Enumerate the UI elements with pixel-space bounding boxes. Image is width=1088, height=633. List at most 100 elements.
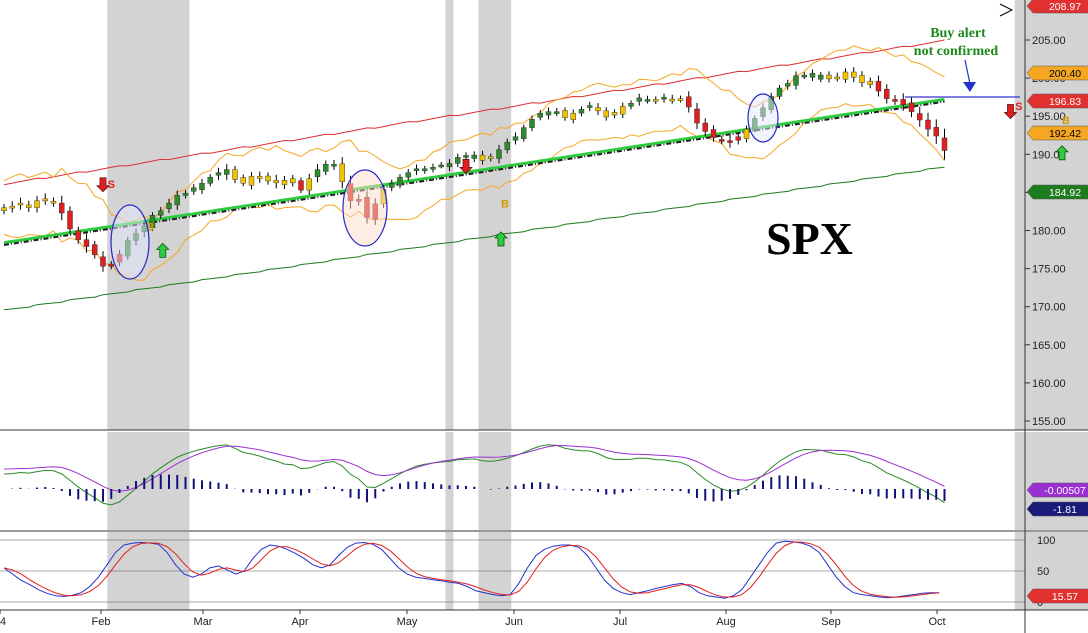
candle-body [628,103,634,107]
candle-body [908,102,915,112]
down-arrow-icon [963,82,976,92]
candle-body [488,156,494,159]
candle-body [809,72,816,78]
candle-body [900,99,906,105]
candle-body [281,180,288,185]
candle-body [430,167,436,170]
value-tag: -1.81 [1026,501,1088,517]
candle-body [661,96,667,100]
value-tag-label: 15.57 [1052,591,1078,603]
value-tag: 208.97 [1026,0,1088,14]
candle-body [587,105,593,108]
candle-body [1,207,7,211]
value-tag: 200.40 [1026,65,1088,81]
candle-body [389,183,395,188]
candle-body [182,192,189,196]
candle-body [290,178,296,184]
candle-body [323,164,329,172]
y-tick-label: 170.00 [1032,302,1066,314]
candle-body [26,204,32,208]
candle-body [801,74,807,78]
y-tick-label: 180.00 [1032,226,1066,238]
candle-body [248,176,255,186]
lower-envelope-line [3,166,945,311]
buy-signal-letter: B [501,199,509,211]
macd-panel [3,444,946,506]
x-tick-label: Mar [194,616,213,628]
candle-body [719,139,725,142]
value-tag: 192.42 [1026,125,1088,141]
y-tick-label: 190.00 [1032,149,1066,161]
value-tag-label: 208.97 [1049,1,1081,13]
candle-body [232,169,238,180]
shaded-zone [1014,0,1088,430]
candle-body [265,175,271,182]
candle-body [727,140,733,143]
candle-body [207,176,213,184]
x-tick-label: May [397,616,418,628]
y-tick-label: 160.00 [1032,378,1066,390]
value-tag-shape [1026,588,1088,604]
annotation-line-2: not confirmed [914,44,999,59]
candle-body [92,244,98,256]
candle-body [611,112,618,116]
candle-body [463,155,469,158]
y-tick-label: 175.00 [1032,264,1066,276]
candle-body [842,71,849,80]
candle-body [50,200,57,204]
shaded-zone [478,0,512,430]
candle-body [735,136,741,141]
candle-body [446,163,453,168]
candle-body [306,178,312,191]
candle-body [892,99,898,102]
candle-body [793,75,799,86]
buy-signal-letter: B [146,222,154,234]
candle-body [653,99,659,102]
candle-body [595,107,601,112]
shaded-zone [445,432,454,530]
candle-body [199,183,205,190]
candle-body [405,172,411,178]
value-tag: -0.00507 [1026,482,1088,498]
candle-body [479,154,486,161]
signal-ellipse [342,169,388,247]
candle-body [166,202,172,209]
black-trend-line [3,100,945,246]
value-tag-label: 184.92 [1049,187,1081,199]
sell-signal-letter: S [108,179,115,191]
value-tag-shape [1026,501,1088,517]
sell-arrow-icon [1003,104,1018,120]
stoch-k-line [3,540,940,599]
candle-body [298,180,304,191]
upper-envelope-line [3,39,945,186]
candle-body [83,239,90,247]
value-tag-label: 196.83 [1049,96,1081,108]
signal-markers: SSSBBB [96,3,1070,280]
candle-body [545,111,552,116]
candle-body [224,169,230,175]
candle-body [578,109,585,114]
shaded-zone [445,0,454,430]
candle-body [100,256,106,267]
candle-body [496,149,502,159]
candle-body [884,88,890,99]
shaded-zone [478,432,512,530]
value-tag-label: 192.42 [1049,128,1081,140]
candle-body [570,112,576,120]
y-tick-label: 155.00 [1032,416,1066,428]
value-tag-label: -0.00507 [1044,485,1086,497]
candle-body [851,71,857,78]
value-tag-shape [1026,482,1088,498]
candle-body [826,74,832,80]
candle-body [686,96,692,108]
x-tick-label: Jun [505,616,523,628]
value-tags: 208.97 200.40 196.83 192.42 184.92 -0.00507 -1… [1026,0,1088,604]
buy-arrow-icon [494,231,508,247]
candle-body [537,112,543,118]
value-tag-shape [1026,93,1088,109]
candle-body [521,127,527,139]
candle-body [397,176,403,186]
x-tick-label: Apr [291,616,308,628]
candle-body [149,215,156,229]
candle-body [702,122,708,132]
